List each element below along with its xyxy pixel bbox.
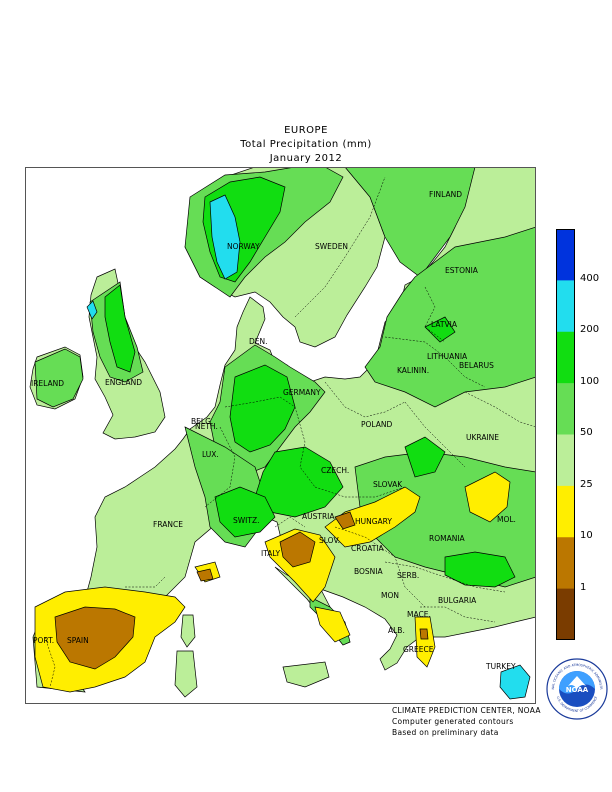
logo-text: NOAA bbox=[566, 686, 589, 694]
legend-swatch bbox=[556, 280, 575, 333]
label-neth: NETH. bbox=[195, 422, 218, 431]
label-alb: ALB. bbox=[388, 626, 405, 635]
legend-swatch bbox=[556, 383, 575, 436]
noaa-logo: NOAA NATIONAL OCEANIC AND ATMOSPHERIC AD… bbox=[546, 658, 608, 720]
map-date: January 2012 bbox=[269, 153, 343, 164]
legend-swatch bbox=[556, 537, 575, 590]
legend-label-1: 1 bbox=[580, 582, 587, 593]
label-ukraine: UKRAINE bbox=[466, 433, 499, 442]
legend-label-50: 50 bbox=[580, 427, 593, 438]
label-czech: CZECH. bbox=[321, 466, 349, 475]
legend-label-200: 200 bbox=[580, 324, 600, 335]
label-estonia: ESTONIA bbox=[445, 266, 479, 275]
credit-line-3: Based on preliminary data bbox=[392, 728, 499, 737]
label-mon: MON bbox=[381, 591, 399, 600]
label-finland: FINLAND bbox=[429, 190, 462, 199]
label-austria: AUSTRIA bbox=[302, 512, 335, 521]
label-bulgaria: BULGARIA bbox=[438, 596, 477, 605]
legend-swatch bbox=[556, 485, 575, 538]
label-latvia: LATVIA bbox=[431, 320, 458, 329]
label-croatia: CROATIA bbox=[351, 544, 385, 553]
map-subtitle: Total Precipitation (mm) bbox=[240, 139, 372, 150]
country-borders bbox=[44, 176, 536, 688]
label-sweden: SWEDEN bbox=[315, 242, 348, 251]
label-slovak: SLOVAK bbox=[373, 480, 403, 489]
legend-label-25: 25 bbox=[580, 479, 593, 490]
label-belg: BELG. bbox=[191, 417, 213, 426]
precip-200-400 bbox=[86, 194, 531, 700]
label-poland: POLAND bbox=[361, 420, 393, 429]
label-bosnia: BOSNIA bbox=[354, 567, 383, 576]
label-turkey: TURKEY bbox=[485, 662, 516, 671]
label-france: FRANCE bbox=[153, 520, 183, 529]
label-italy: ITALY bbox=[261, 549, 281, 558]
label-switz: SWITZ. bbox=[233, 516, 260, 525]
label-mace: MACE. bbox=[407, 610, 431, 619]
label-greece: GREECE bbox=[403, 645, 434, 654]
legend-label-10: 10 bbox=[580, 530, 593, 541]
label-port: PORT. bbox=[33, 636, 54, 645]
country-labels: FINLAND NORWAY SWEDEN ESTONIA LATVIA LIT… bbox=[31, 190, 516, 671]
label-lithuania: LITHUANIA bbox=[427, 352, 468, 361]
legend-swatch bbox=[556, 229, 575, 281]
legend-label-100: 100 bbox=[580, 376, 600, 387]
legend-swatch bbox=[556, 331, 575, 384]
legend-swatch bbox=[556, 434, 575, 487]
label-germany: GERMANY bbox=[283, 388, 321, 397]
label-mol: MOL. bbox=[497, 515, 516, 524]
legend-colorbar bbox=[556, 229, 575, 640]
label-spain: SPAIN bbox=[67, 636, 89, 645]
map-title: EUROPE bbox=[284, 125, 328, 136]
credit-line-1: CLIMATE PREDICTION CENTER, NOAA bbox=[392, 706, 541, 715]
label-serb: SERB. bbox=[397, 571, 419, 580]
label-slov: SLOV. bbox=[319, 536, 340, 545]
label-ireland: IRELAND bbox=[31, 379, 64, 388]
precip-1-10 bbox=[54, 511, 429, 670]
label-den: DEN. bbox=[249, 337, 268, 346]
precipitation-map: FINLAND NORWAY SWEDEN ESTONIA LATVIA LIT… bbox=[25, 167, 536, 704]
label-england: ENGLAND bbox=[105, 378, 142, 387]
label-kalinin: KALININ. bbox=[397, 366, 429, 375]
label-belarus: BELARUS bbox=[459, 361, 494, 370]
label-norway: NORWAY bbox=[227, 242, 260, 251]
credit-line-2: Computer generated contours bbox=[392, 717, 514, 726]
map-frame bbox=[25, 167, 536, 704]
legend-label-400: 400 bbox=[580, 273, 600, 284]
legend-swatch bbox=[556, 588, 575, 640]
label-hungary: HUNGARY bbox=[355, 517, 392, 526]
label-romania: ROMANIA bbox=[429, 534, 466, 543]
label-lux: LUX. bbox=[202, 450, 219, 459]
